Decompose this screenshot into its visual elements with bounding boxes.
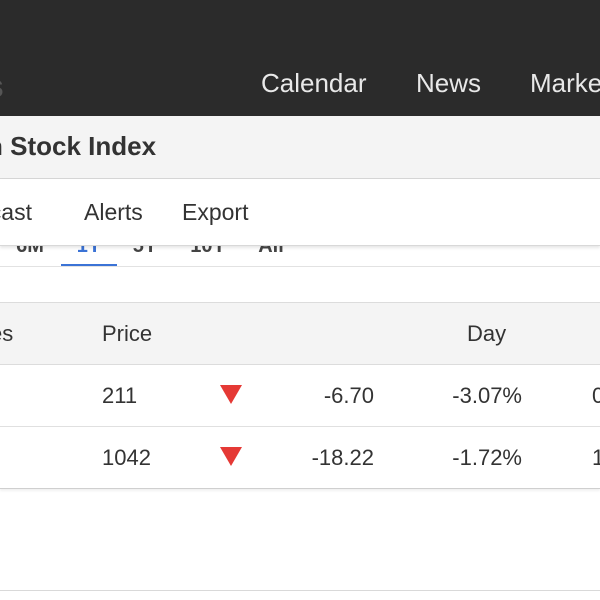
page-title: n Stock Index	[0, 131, 157, 161]
tab-export[interactable]: Export	[182, 199, 249, 225]
row-change-percent: -3.07%	[452, 383, 522, 408]
section-divider	[0, 590, 600, 591]
tab-forecast[interactable]: ecast	[0, 199, 32, 225]
down-triangle-icon	[220, 447, 242, 466]
row-extra-value: 0	[592, 383, 600, 408]
row-change: -18.22	[311, 445, 374, 470]
title-bar: n Stock Index	[0, 116, 600, 179]
nav-markets[interactable]: Marke	[530, 68, 600, 98]
action-tabs: ecast Alerts Export	[0, 179, 600, 246]
quotes-table: es Price Day 211 -6.70 -3.07% 0 1042 -18…	[0, 302, 600, 489]
top-nav: Calendar News Marke	[0, 65, 600, 101]
top-header: s Calendar News Marke	[0, 0, 600, 116]
down-triangle-icon	[220, 385, 242, 404]
column-header-day[interactable]: Day	[467, 321, 507, 346]
row-change-percent: -1.72%	[452, 445, 522, 470]
site-logo-text[interactable]: s	[0, 70, 4, 102]
row-price: 211	[102, 383, 138, 408]
table-row[interactable]: 1042 -18.22 -1.72% 1	[0, 427, 600, 489]
row-extra-value: 1	[592, 445, 600, 470]
table-row[interactable]: 211 -6.70 -3.07% 0	[0, 365, 600, 427]
nav-calendar[interactable]: Calendar	[261, 68, 367, 98]
row-price: 1042	[102, 445, 151, 470]
nav-news[interactable]: News	[416, 68, 482, 98]
column-header-name[interactable]: es	[0, 321, 14, 346]
column-header-price[interactable]: Price	[102, 321, 153, 346]
tab-alerts[interactable]: Alerts	[84, 199, 143, 225]
table-header: es Price Day	[0, 303, 600, 365]
row-change: -6.70	[323, 383, 374, 408]
